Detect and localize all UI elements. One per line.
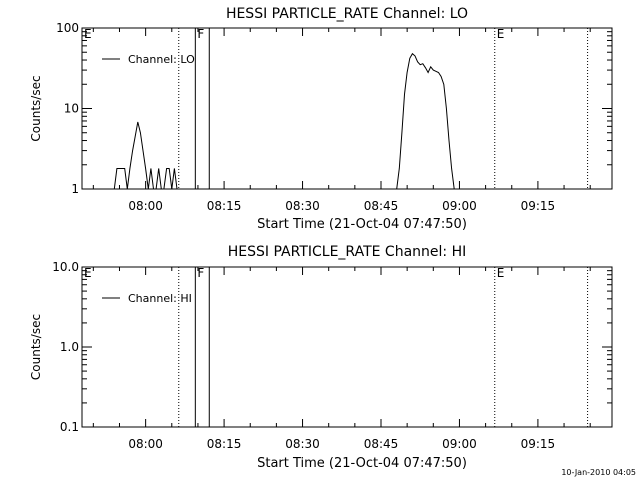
y-axis-label: Counts/sec	[29, 314, 43, 380]
x-tick-label: 09:00	[442, 199, 477, 213]
y-tick-label: 1	[71, 182, 79, 196]
x-tick-label: 08:30	[285, 437, 320, 451]
series-line	[113, 121, 180, 190]
y-tick-label: 10	[64, 102, 79, 116]
x-axis-label: Start Time (21-Oct-04 07:47:50)	[257, 217, 467, 232]
date-stamp: 10-Jan-2010 04:05	[561, 468, 636, 477]
x-tick-label: 09:15	[521, 199, 556, 213]
event-marker-label: E	[497, 27, 505, 41]
x-tick-label: 09:15	[521, 437, 556, 451]
x-tick-label: 08:45	[364, 199, 399, 213]
y-tick-label: 0.1	[60, 420, 79, 434]
x-tick-label: 08:30	[285, 199, 320, 213]
chart-panel-1: HESSI PARTICLE_RATE Channel: LO Counts/se…	[29, 6, 613, 232]
legend-entry: Channel: LO	[128, 53, 195, 66]
x-tick-label: 08:00	[128, 437, 163, 451]
plot-frame	[81, 266, 613, 428]
x-tick-label: 08:15	[207, 437, 242, 451]
chart-title: HESSI PARTICLE_RATE Channel: HI	[228, 244, 466, 260]
chart-panel-2: HESSI PARTICLE_RATE Channel: HI Counts/se…	[29, 244, 613, 471]
event-marker-label: E	[84, 27, 92, 41]
event-marker-label: F	[197, 266, 204, 280]
x-axis-label: Start Time (21-Oct-04 07:47:50)	[257, 456, 467, 471]
legend-entry: Channel: HI	[128, 292, 192, 305]
chart-title: HESSI PARTICLE_RATE Channel: LO	[226, 6, 468, 22]
x-tick-label: 08:15	[207, 199, 242, 213]
event-marker-label: E	[84, 266, 92, 280]
y-axis-label: Counts/sec	[29, 75, 43, 141]
x-tick-label: 08:45	[364, 437, 399, 451]
y-tick-label: 10.0	[52, 260, 79, 274]
y-tick-label: 100	[56, 21, 79, 35]
x-tick-label: 08:00	[128, 199, 163, 213]
x-tick-label: 09:00	[442, 437, 477, 451]
event-marker-label: E	[497, 266, 505, 280]
y-tick-label: 1.0	[60, 340, 79, 354]
event-marker-label: F	[197, 27, 204, 41]
series-line	[396, 52, 457, 190]
